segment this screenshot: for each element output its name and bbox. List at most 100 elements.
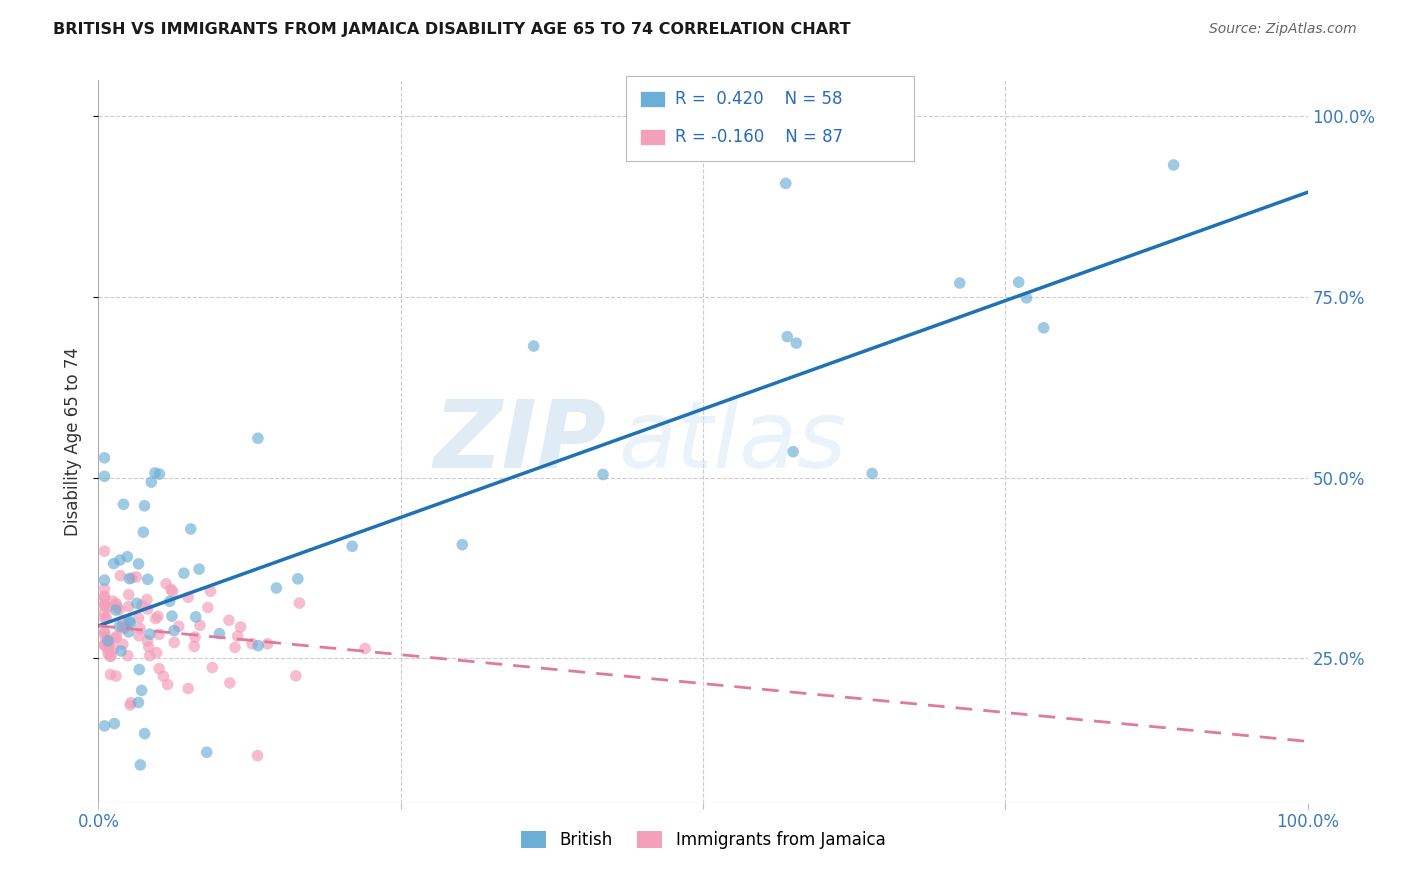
- Point: [132, 525, 155, 540]
- Point: [145, 646, 167, 660]
- Point: [184, 610, 207, 624]
- Point: [195, 745, 218, 759]
- Point: [111, 619, 134, 633]
- Point: [287, 572, 309, 586]
- Point: [785, 336, 807, 351]
- Point: [93, 573, 115, 587]
- Point: [131, 683, 153, 698]
- Point: [112, 497, 135, 511]
- Point: [134, 726, 156, 740]
- Point: [200, 584, 222, 599]
- Point: [173, 566, 195, 581]
- Point: [100, 649, 122, 664]
- Point: [111, 637, 134, 651]
- Point: [93, 544, 115, 558]
- Point: [129, 622, 152, 636]
- Text: Source: ZipAtlas.com: Source: ZipAtlas.com: [1209, 22, 1357, 37]
- Point: [183, 640, 205, 654]
- Point: [284, 669, 307, 683]
- Point: [138, 648, 160, 663]
- Point: [342, 539, 364, 553]
- Point: [98, 635, 121, 649]
- Text: R = -0.160    N = 87: R = -0.160 N = 87: [675, 128, 844, 146]
- Point: [93, 611, 115, 625]
- Point: [108, 602, 131, 616]
- Point: [160, 582, 183, 597]
- Point: [110, 644, 132, 658]
- Point: [592, 467, 614, 482]
- Point: [949, 276, 972, 290]
- Point: [188, 618, 211, 632]
- Point: [103, 716, 125, 731]
- Point: [93, 469, 115, 483]
- Point: [103, 641, 125, 656]
- Point: [127, 611, 149, 625]
- Point: [96, 635, 118, 649]
- Point: [121, 571, 143, 585]
- Point: [177, 681, 200, 696]
- Point: [93, 591, 115, 605]
- Point: [266, 581, 288, 595]
- Point: [218, 613, 240, 627]
- Point: [120, 698, 142, 712]
- Point: [97, 646, 120, 660]
- Point: [197, 600, 219, 615]
- Point: [128, 557, 150, 571]
- Point: [226, 629, 249, 643]
- Legend: British, Immigrants from Jamaica: British, Immigrants from Jamaica: [515, 824, 891, 856]
- Point: [148, 627, 170, 641]
- Point: [128, 663, 150, 677]
- Point: [1015, 291, 1038, 305]
- Point: [155, 576, 177, 591]
- Point: [112, 622, 135, 636]
- Point: [100, 667, 122, 681]
- Point: [104, 599, 127, 613]
- Point: [108, 619, 131, 633]
- Point: [141, 475, 163, 489]
- Point: [110, 568, 132, 582]
- Point: [117, 648, 139, 663]
- Point: [104, 603, 127, 617]
- Point: [136, 592, 159, 607]
- Point: [180, 522, 202, 536]
- Point: [103, 557, 125, 571]
- Point: [162, 584, 184, 599]
- Point: [163, 635, 186, 649]
- Point: [118, 624, 141, 639]
- Point: [96, 600, 118, 615]
- Text: BRITISH VS IMMIGRANTS FROM JAMAICA DISABILITY AGE 65 TO 74 CORRELATION CHART: BRITISH VS IMMIGRANTS FROM JAMAICA DISAB…: [53, 22, 851, 37]
- Point: [134, 499, 156, 513]
- Text: R =  0.420    N = 58: R = 0.420 N = 58: [675, 90, 842, 108]
- Point: [128, 629, 150, 643]
- Point: [97, 633, 120, 648]
- Point: [136, 572, 159, 586]
- Point: [118, 572, 141, 586]
- Text: ZIP: ZIP: [433, 395, 606, 488]
- Point: [288, 596, 311, 610]
- Point: [218, 676, 240, 690]
- Point: [782, 444, 804, 458]
- Point: [136, 633, 159, 648]
- Point: [523, 339, 546, 353]
- Point: [1163, 158, 1185, 172]
- Point: [256, 637, 278, 651]
- Point: [247, 639, 270, 653]
- Point: [97, 639, 120, 653]
- Point: [167, 619, 190, 633]
- Point: [117, 599, 139, 614]
- Point: [208, 626, 231, 640]
- Point: [246, 431, 269, 445]
- Point: [177, 591, 200, 605]
- Point: [111, 614, 134, 628]
- Text: atlas: atlas: [619, 396, 846, 487]
- Point: [1032, 321, 1054, 335]
- Point: [93, 638, 115, 652]
- Point: [117, 549, 139, 564]
- Point: [776, 329, 799, 343]
- Point: [105, 630, 128, 644]
- Point: [98, 649, 121, 664]
- Point: [97, 641, 120, 656]
- Point: [93, 606, 115, 620]
- Point: [240, 637, 263, 651]
- Point: [131, 599, 153, 613]
